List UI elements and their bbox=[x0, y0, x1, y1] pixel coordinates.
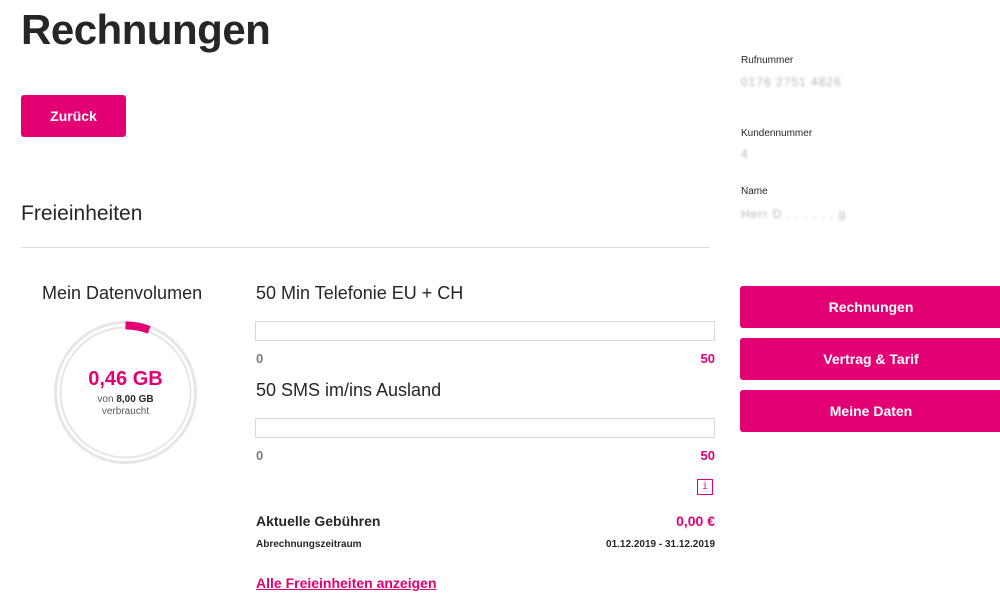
allowance-title-sms: 50 SMS im/ins Ausland bbox=[256, 380, 442, 400]
nav-meine-daten-button[interactable]: Meine Daten bbox=[740, 390, 1000, 432]
page-title: Rechnungen bbox=[21, 6, 271, 53]
section-title: Freieinheiten bbox=[21, 202, 143, 225]
phone-number-label: Rufnummer bbox=[741, 55, 794, 66]
nav-rechnungen-button[interactable]: Rechnungen bbox=[740, 286, 1000, 328]
allowance-bar-sms bbox=[255, 418, 715, 438]
gauge-progress-arc bbox=[125, 321, 151, 334]
allowance-bar-telefonie bbox=[255, 321, 715, 341]
allowance-title-telefonie: 50 Min Telefonie EU + CH bbox=[256, 283, 464, 303]
data-total-line: von 8,00 GB bbox=[53, 394, 198, 406]
name-value: Herr D . . . . . . g bbox=[741, 207, 847, 221]
billing-period-value: 01.12.2019 - 31.12.2019 bbox=[606, 539, 715, 550]
section-divider bbox=[21, 247, 710, 248]
data-used-value: 0,46 GB bbox=[88, 368, 163, 390]
allowance-max-telefonie: 50 bbox=[700, 351, 715, 366]
customer-number-label: Kundennummer bbox=[741, 128, 813, 139]
allowance-max-sms: 50 bbox=[700, 448, 715, 463]
billing-period-label: Abrechnungszeitraum bbox=[256, 539, 362, 550]
info-icon[interactable]: i bbox=[697, 479, 713, 495]
customer-number-value: 4 bbox=[741, 147, 749, 161]
phone-number-value: 0176 2751 4826 bbox=[741, 75, 842, 89]
name-label: Name bbox=[741, 186, 768, 197]
current-fees-label: Aktuelle Gebühren bbox=[256, 513, 381, 529]
data-used-label: verbraucht bbox=[101, 406, 150, 417]
data-total-prefix: von bbox=[97, 394, 114, 405]
nav-vertrag-tarif-button[interactable]: Vertrag & Tarif bbox=[740, 338, 1000, 380]
show-all-units-link[interactable]: Alle Freieinheiten anzeigen bbox=[256, 575, 437, 591]
data-volume-readout: 0,46 GB von 8,00 GB verbraucht bbox=[53, 368, 198, 418]
allowance-min-telefonie: 0 bbox=[256, 351, 264, 366]
data-volume-title: Mein Datenvolumen bbox=[42, 283, 203, 303]
data-volume-gauge bbox=[54, 321, 197, 464]
allowance-min-sms: 0 bbox=[256, 448, 264, 463]
current-fees-value: 0,00 € bbox=[676, 513, 715, 529]
back-button[interactable]: Zurück bbox=[21, 95, 126, 137]
data-total-value: 8,00 GB bbox=[116, 394, 154, 405]
